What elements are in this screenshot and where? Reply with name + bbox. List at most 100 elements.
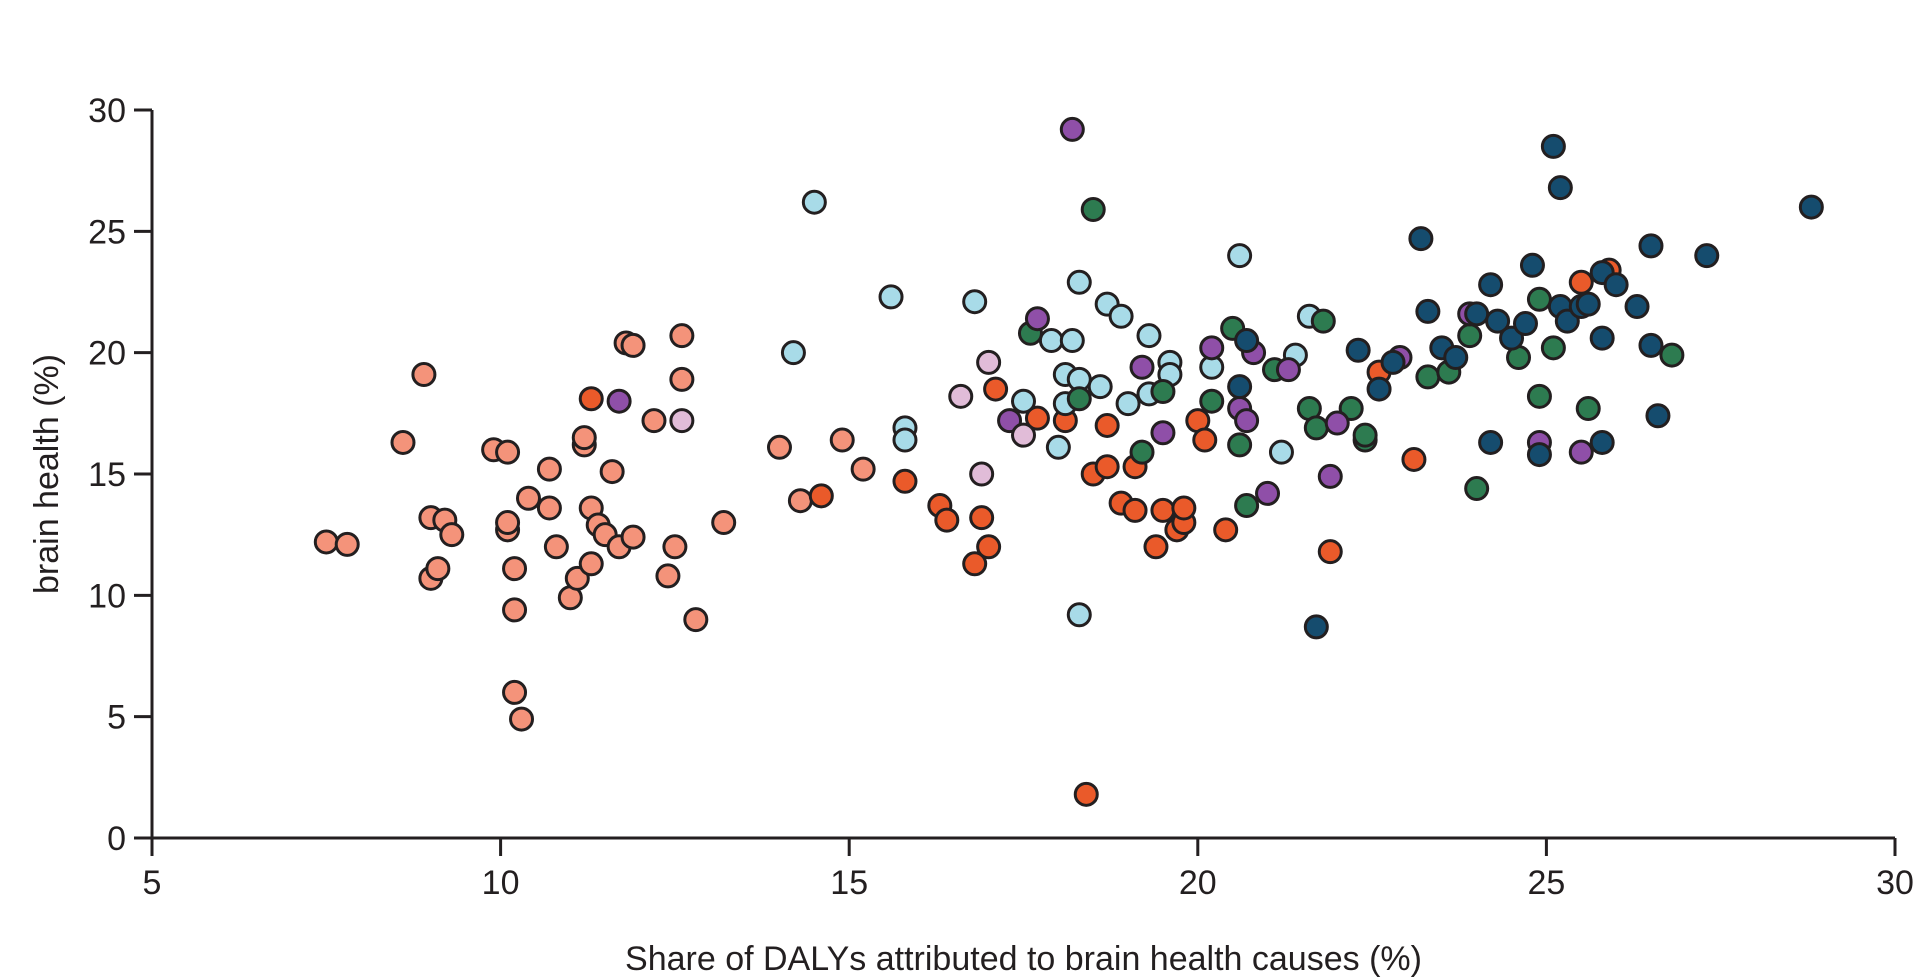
- data-point: [1568, 439, 1594, 465]
- data-point: [1143, 534, 1169, 560]
- points-layer: [313, 116, 1824, 807]
- data-point: [620, 524, 646, 550]
- data-point: [515, 485, 541, 511]
- data-point: [669, 408, 695, 434]
- data-point: [620, 332, 646, 358]
- data-point: [1624, 294, 1650, 320]
- data-point: [1540, 133, 1566, 159]
- data-point: [1073, 781, 1099, 807]
- data-point: [571, 425, 597, 451]
- data-point: [1234, 408, 1260, 434]
- data-point: [578, 386, 604, 412]
- data-point: [1087, 374, 1113, 400]
- x-axis-ticks: 5 10 15 20 25 30: [143, 838, 1914, 902]
- data-point: [1115, 391, 1141, 417]
- data-point: [801, 189, 827, 215]
- data-point: [1199, 388, 1225, 414]
- data-point: [892, 468, 918, 494]
- y-tick-label: 5: [107, 699, 126, 737]
- data-point: [1066, 269, 1092, 295]
- y-tick-label: 20: [88, 335, 126, 373]
- data-point: [1227, 243, 1253, 269]
- data-point: [1798, 194, 1824, 220]
- data-point: [1638, 233, 1664, 259]
- data-point: [1171, 495, 1197, 521]
- data-point: [1150, 420, 1176, 446]
- data-point: [669, 323, 695, 349]
- data-point: [1080, 196, 1106, 222]
- data-point: [390, 429, 416, 455]
- data-point: [1380, 349, 1406, 375]
- data-point: [878, 284, 904, 310]
- data-point: [1268, 439, 1294, 465]
- y-axis-title: brain health (%): [28, 354, 66, 594]
- data-point: [1547, 175, 1573, 201]
- data-point: [962, 551, 988, 577]
- data-point: [313, 529, 339, 555]
- data-point: [1415, 298, 1441, 324]
- data-point: [948, 383, 974, 409]
- data-point: [606, 388, 632, 414]
- data-point: [1645, 403, 1671, 429]
- data-point: [1443, 345, 1469, 371]
- data-point: [599, 459, 625, 485]
- data-point: [1045, 434, 1071, 460]
- data-point: [829, 427, 855, 453]
- data-point: [1526, 286, 1552, 312]
- data-point: [1150, 497, 1176, 523]
- data-point: [1275, 357, 1301, 383]
- data-point: [1603, 272, 1629, 298]
- data-point: [1011, 422, 1036, 448]
- data-point: [495, 439, 521, 465]
- y-tick-label: 25: [88, 213, 126, 251]
- data-point: [1485, 308, 1511, 334]
- data-point: [1401, 446, 1427, 472]
- data-point: [578, 551, 604, 577]
- data-point: [1234, 328, 1260, 354]
- data-point: [1024, 306, 1050, 332]
- data-point: [1317, 539, 1343, 565]
- data-point: [1526, 442, 1552, 468]
- y-tick-label: 30: [88, 92, 126, 130]
- data-point: [1094, 412, 1120, 438]
- data-point: [1694, 243, 1720, 269]
- data-point: [683, 607, 709, 633]
- data-point: [1366, 376, 1392, 402]
- data-point: [543, 534, 569, 560]
- data-point: [976, 349, 1002, 375]
- y-tick-label: 0: [107, 820, 126, 858]
- data-point: [1345, 337, 1371, 363]
- data-point: [1129, 439, 1155, 465]
- data-point: [711, 510, 737, 536]
- data-point: [1150, 378, 1176, 404]
- data-point: [850, 456, 876, 482]
- data-point: [1589, 325, 1615, 351]
- data-point: [1519, 252, 1545, 278]
- data-point: [969, 461, 995, 487]
- data-point: [1066, 602, 1092, 628]
- data-point: [502, 679, 528, 705]
- data-point: [439, 522, 465, 548]
- data-point: [1255, 480, 1281, 506]
- data-point: [1066, 386, 1092, 412]
- data-point: [1192, 427, 1218, 453]
- data-point: [1324, 410, 1350, 436]
- x-tick-label: 5: [143, 864, 162, 902]
- data-point: [1199, 335, 1225, 361]
- data-point: [808, 483, 834, 509]
- data-point: [934, 507, 960, 533]
- data-point: [1303, 415, 1329, 441]
- data-point: [1129, 354, 1155, 380]
- data-point: [962, 289, 988, 315]
- data-point: [641, 408, 667, 434]
- data-point: [502, 556, 528, 582]
- data-point: [1464, 301, 1490, 327]
- data-point: [1303, 614, 1329, 640]
- data-point: [1638, 332, 1664, 358]
- data-point: [1011, 388, 1036, 414]
- data-point: [425, 556, 451, 582]
- data-point: [892, 427, 918, 453]
- data-point: [1136, 323, 1162, 349]
- data-point: [502, 597, 528, 623]
